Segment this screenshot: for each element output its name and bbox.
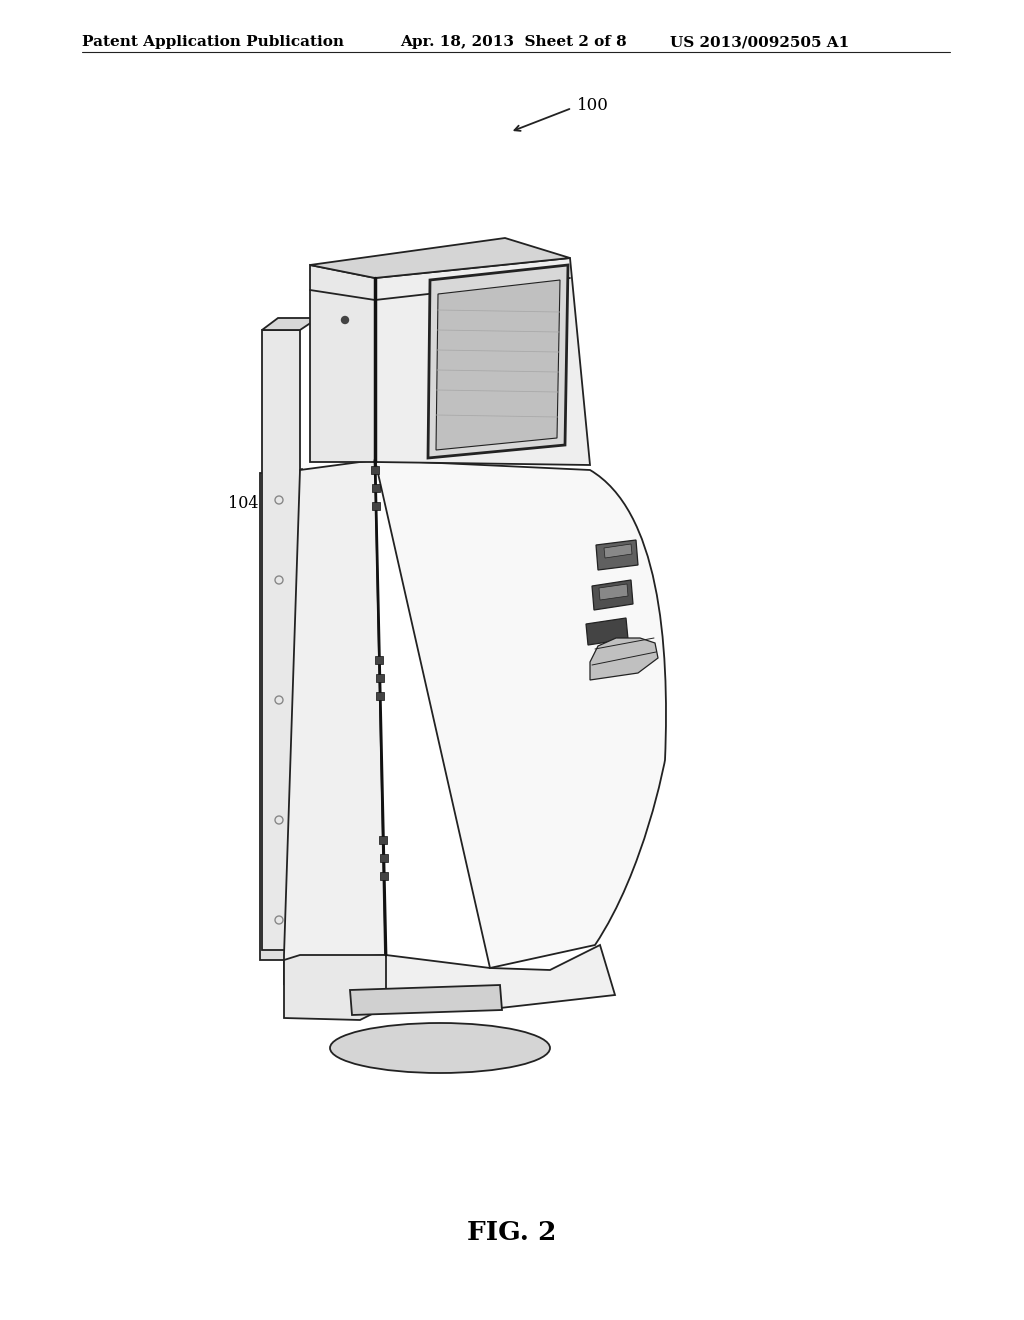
Polygon shape (380, 836, 387, 843)
Text: 100: 100 (577, 96, 609, 114)
Polygon shape (372, 502, 380, 510)
Polygon shape (376, 692, 384, 700)
Text: 204: 204 (502, 862, 532, 879)
Polygon shape (262, 330, 300, 950)
Polygon shape (596, 540, 638, 570)
Polygon shape (262, 318, 318, 330)
Text: 202: 202 (332, 832, 362, 849)
Polygon shape (376, 675, 384, 682)
Polygon shape (590, 638, 658, 680)
Polygon shape (428, 265, 568, 458)
Text: FIG. 2: FIG. 2 (467, 1220, 557, 1245)
Polygon shape (284, 459, 385, 985)
Polygon shape (310, 238, 570, 279)
Polygon shape (284, 954, 400, 1020)
Polygon shape (592, 579, 633, 610)
Polygon shape (376, 656, 383, 664)
Polygon shape (260, 473, 298, 960)
Polygon shape (586, 618, 628, 645)
Text: 202: 202 (340, 649, 371, 667)
Polygon shape (599, 583, 628, 601)
Text: Patent Application Publication: Patent Application Publication (82, 36, 344, 49)
Text: Apr. 18, 2013  Sheet 2 of 8: Apr. 18, 2013 Sheet 2 of 8 (400, 36, 627, 49)
Text: 102: 102 (540, 692, 570, 709)
PathPatch shape (375, 459, 666, 968)
Text: 104: 104 (227, 495, 258, 511)
Polygon shape (604, 544, 632, 558)
Text: 202: 202 (385, 491, 416, 508)
Text: US 2013/0092505 A1: US 2013/0092505 A1 (670, 36, 849, 49)
Ellipse shape (330, 1023, 550, 1073)
Polygon shape (310, 265, 375, 462)
Polygon shape (372, 484, 380, 492)
Circle shape (341, 317, 348, 323)
Polygon shape (380, 873, 388, 880)
Polygon shape (372, 466, 379, 474)
Polygon shape (436, 280, 560, 450)
Polygon shape (375, 257, 590, 465)
Polygon shape (380, 854, 388, 862)
Polygon shape (350, 985, 502, 1015)
Polygon shape (386, 945, 615, 1008)
